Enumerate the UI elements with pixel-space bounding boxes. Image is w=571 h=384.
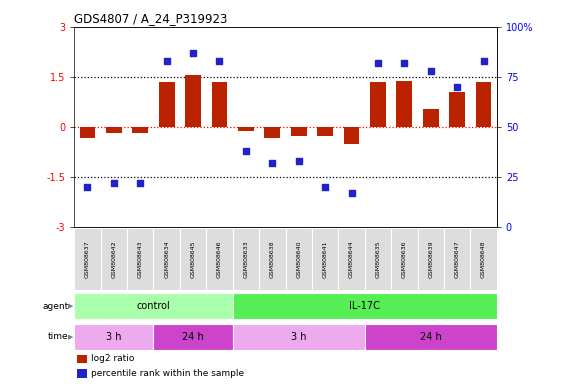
Bar [211, 82, 227, 127]
FancyBboxPatch shape [286, 228, 312, 290]
Text: GSM808646: GSM808646 [217, 240, 222, 278]
Text: log2 ratio: log2 ratio [91, 354, 135, 363]
Bar [185, 75, 201, 127]
Text: GSM808635: GSM808635 [375, 240, 380, 278]
Text: GSM808634: GSM808634 [164, 240, 169, 278]
Point [479, 58, 488, 64]
Point [320, 184, 329, 190]
FancyBboxPatch shape [206, 228, 233, 290]
Text: agent: agent [42, 302, 69, 311]
Text: GSM808633: GSM808633 [243, 240, 248, 278]
FancyBboxPatch shape [74, 324, 154, 350]
FancyBboxPatch shape [74, 228, 100, 290]
FancyBboxPatch shape [233, 228, 259, 290]
Bar [449, 92, 465, 127]
Text: GSM808647: GSM808647 [455, 240, 460, 278]
Point [83, 184, 92, 190]
Text: time: time [48, 333, 69, 341]
FancyBboxPatch shape [365, 228, 391, 290]
Text: GSM808637: GSM808637 [85, 240, 90, 278]
Point [162, 58, 171, 64]
Point [188, 50, 198, 56]
Bar [264, 127, 280, 138]
Text: 3 h: 3 h [291, 332, 307, 342]
Text: GSM808640: GSM808640 [296, 240, 301, 278]
Text: GDS4807 / A_24_P319923: GDS4807 / A_24_P319923 [74, 12, 228, 25]
FancyBboxPatch shape [417, 228, 444, 290]
Bar [159, 82, 175, 127]
FancyBboxPatch shape [154, 228, 180, 290]
Bar [476, 82, 492, 127]
Point [400, 60, 409, 66]
FancyBboxPatch shape [391, 228, 417, 290]
FancyBboxPatch shape [127, 228, 154, 290]
Point [268, 160, 277, 166]
Text: control: control [136, 301, 170, 311]
Bar [291, 127, 307, 136]
Text: GSM808636: GSM808636 [402, 240, 407, 278]
Bar [423, 109, 439, 127]
Text: GSM808642: GSM808642 [111, 240, 116, 278]
FancyBboxPatch shape [233, 324, 365, 350]
FancyBboxPatch shape [259, 228, 286, 290]
FancyBboxPatch shape [180, 228, 206, 290]
FancyBboxPatch shape [154, 324, 233, 350]
Text: GSM808648: GSM808648 [481, 240, 486, 278]
Point [347, 190, 356, 196]
Text: ▶: ▶ [68, 303, 73, 309]
FancyBboxPatch shape [365, 324, 497, 350]
Bar [79, 127, 95, 138]
FancyBboxPatch shape [471, 228, 497, 290]
Text: GSM808641: GSM808641 [323, 240, 328, 278]
Point [373, 60, 383, 66]
Text: GSM808638: GSM808638 [270, 240, 275, 278]
FancyBboxPatch shape [338, 228, 365, 290]
Text: 24 h: 24 h [182, 332, 204, 342]
Text: GSM808639: GSM808639 [428, 240, 433, 278]
Point [242, 147, 251, 154]
Point [109, 180, 118, 186]
Point [294, 157, 303, 164]
FancyBboxPatch shape [233, 293, 497, 319]
Text: IL-17C: IL-17C [349, 301, 380, 311]
Bar [317, 127, 333, 136]
Point [453, 84, 462, 90]
Bar [238, 127, 254, 131]
Text: GSM808643: GSM808643 [138, 240, 143, 278]
Text: 24 h: 24 h [420, 332, 441, 342]
Bar [344, 127, 359, 144]
FancyBboxPatch shape [74, 293, 233, 319]
Text: ▶: ▶ [68, 334, 73, 340]
Point [426, 68, 435, 74]
Bar [396, 81, 412, 127]
FancyBboxPatch shape [100, 228, 127, 290]
Bar [370, 82, 386, 127]
Text: GSM808644: GSM808644 [349, 240, 354, 278]
FancyBboxPatch shape [444, 228, 471, 290]
Point [136, 180, 145, 186]
Text: 3 h: 3 h [106, 332, 122, 342]
Text: GSM808645: GSM808645 [191, 240, 196, 278]
FancyBboxPatch shape [312, 228, 338, 290]
Bar [106, 127, 122, 133]
Text: percentile rank within the sample: percentile rank within the sample [91, 369, 244, 378]
Point [215, 58, 224, 64]
Bar [132, 127, 148, 133]
